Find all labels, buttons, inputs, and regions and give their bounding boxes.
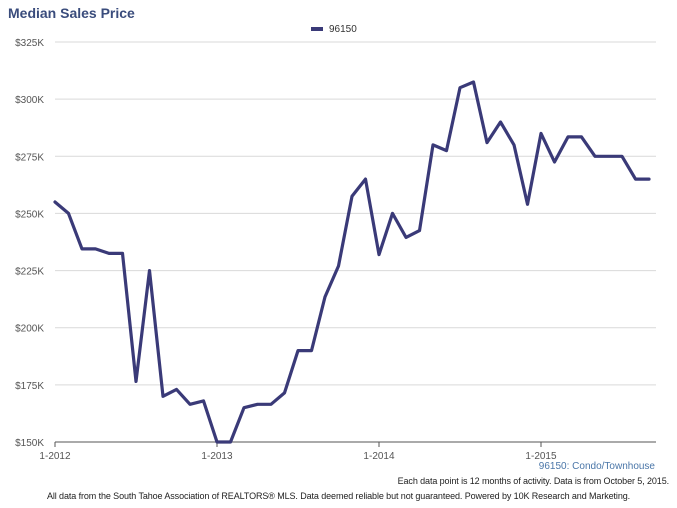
data-point [297, 349, 300, 352]
data-point [513, 143, 516, 146]
data-point [499, 121, 502, 124]
data-point [540, 132, 543, 135]
data-point [94, 247, 97, 250]
y-tick-label: $175K [15, 381, 44, 392]
data-point [310, 349, 313, 352]
data-point [148, 269, 151, 272]
data-point [486, 141, 489, 144]
legend-label: 96150 [329, 23, 357, 35]
x-tick-label: 1-2015 [525, 451, 557, 462]
data-point [135, 380, 138, 383]
x-tick-label: 1-2013 [201, 451, 233, 462]
data-point [108, 252, 111, 255]
data-note: Each data point is 12 months of activity… [397, 476, 669, 486]
data-point [67, 212, 70, 215]
data-point [607, 155, 610, 158]
series-line [53, 80, 651, 444]
data-point [121, 252, 124, 255]
data-point [432, 143, 435, 146]
series-caption: 96150: Condo/Townhouse [538, 461, 655, 472]
data-point [567, 135, 570, 138]
data-point [256, 403, 259, 406]
data-point [594, 155, 597, 158]
data-point [364, 178, 367, 181]
y-tick-label: $250K [15, 209, 44, 220]
data-point [391, 212, 394, 215]
x-tick-label: 1-2012 [39, 451, 71, 462]
data-point [175, 388, 178, 391]
data-point [202, 399, 205, 402]
y-tick-label: $300K [15, 95, 44, 106]
data-point [634, 178, 637, 181]
y-tick-label: $275K [15, 152, 44, 163]
x-axis: 1-2012 1-2013 1-2014 1-2015 [39, 441, 656, 462]
x-tick-label: 1-2014 [363, 451, 395, 462]
data-point [648, 178, 651, 181]
data-point [337, 265, 340, 268]
data-point [229, 441, 232, 444]
y-tick-label: $225K [15, 267, 44, 278]
data-point [324, 295, 327, 298]
data-point [81, 247, 84, 250]
data-point [580, 135, 583, 138]
data-point [378, 253, 381, 256]
data-point [283, 391, 286, 394]
chart-title: Median Sales Price [8, 5, 135, 21]
data-point [445, 149, 448, 152]
footer-disclaimer: All data from the South Tahoe Associatio… [46, 491, 631, 501]
data-point [472, 81, 475, 84]
y-axis: $150K $175K $200K $225K $250K $275K $300K $325K [15, 38, 44, 449]
y-tick-label: $150K [15, 438, 44, 449]
data-point [526, 203, 529, 206]
data-point [405, 236, 408, 239]
series-group [53, 80, 651, 444]
data-point [162, 395, 165, 398]
data-point [54, 201, 57, 204]
data-point [459, 86, 462, 89]
y-tick-label: $325K [15, 38, 44, 49]
data-point [270, 403, 273, 406]
gridlines [55, 41, 656, 386]
data-point [418, 229, 421, 232]
data-point [189, 403, 192, 406]
data-point [351, 195, 354, 198]
legend-swatch [311, 27, 323, 31]
data-point [621, 155, 624, 158]
y-tick-label: $200K [15, 324, 44, 335]
legend: 96150 [311, 22, 357, 36]
data-point [553, 161, 556, 164]
data-point [216, 441, 219, 444]
data-point [243, 406, 246, 409]
